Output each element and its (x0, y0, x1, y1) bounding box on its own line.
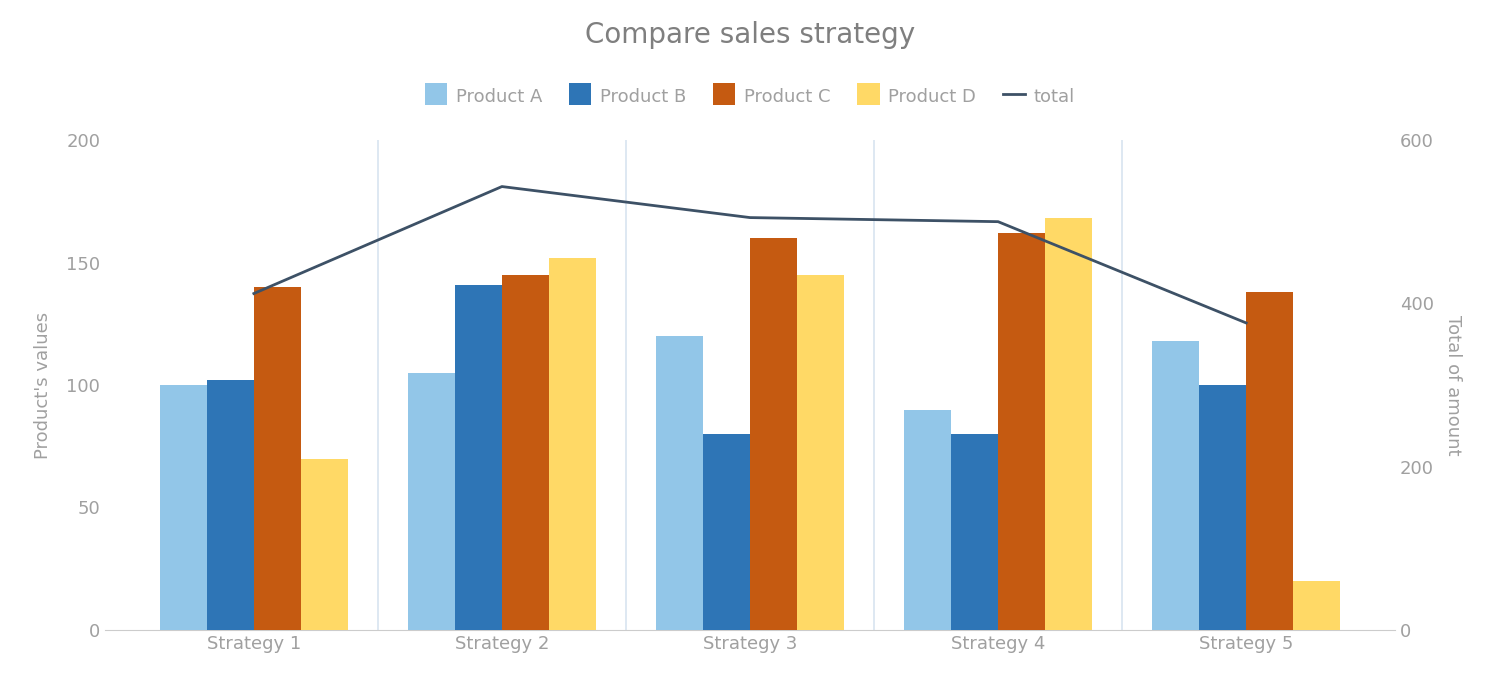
total (244, 289, 262, 298)
total (1238, 318, 1256, 327)
Y-axis label: Product's values: Product's values (34, 312, 53, 458)
Bar (796, 274, 844, 630)
Bar (1152, 341, 1198, 630)
total (741, 214, 759, 222)
Bar (207, 380, 254, 630)
Bar (408, 372, 454, 630)
Bar (549, 258, 596, 630)
total (494, 182, 512, 190)
Legend: Product A, Product B, Product C, Product D, total: Product A, Product B, Product C, Product… (417, 79, 1083, 113)
Bar (454, 284, 503, 630)
Bar (656, 336, 704, 630)
Line: total: total (254, 186, 1246, 323)
Bar (1198, 385, 1246, 630)
Bar (704, 434, 750, 630)
Bar (750, 238, 796, 630)
Bar (254, 287, 302, 630)
Text: Compare sales strategy: Compare sales strategy (585, 21, 915, 49)
Bar (1246, 292, 1293, 630)
Bar (1046, 218, 1092, 630)
Y-axis label: Total of amount: Total of amount (1443, 315, 1461, 455)
Bar (503, 274, 549, 630)
Bar (302, 458, 348, 630)
Bar (998, 233, 1045, 630)
Bar (951, 434, 998, 630)
Bar (904, 410, 951, 630)
Bar (159, 385, 207, 630)
total (988, 218, 1006, 226)
Bar (1293, 581, 1341, 630)
